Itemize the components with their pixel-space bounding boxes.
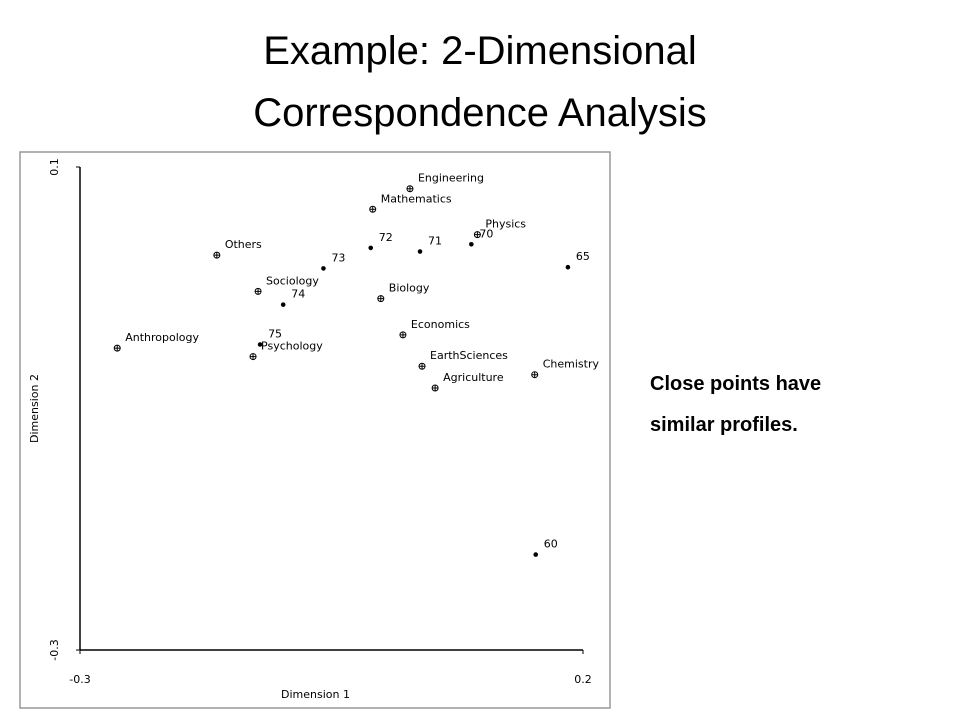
- point-label: 72: [379, 231, 393, 244]
- point-cross: [474, 231, 481, 238]
- point-label: 71: [428, 235, 442, 248]
- point: [533, 552, 539, 557]
- slide-title: Correspondence Analysis: [253, 91, 707, 135]
- point-label: Engineering: [418, 172, 484, 185]
- x-tick-label: 0.2: [574, 673, 592, 686]
- point: [280, 302, 286, 307]
- point: [254, 287, 262, 295]
- point-cross: [419, 363, 426, 370]
- point-label: Sociology: [266, 274, 319, 287]
- point: [565, 264, 571, 270]
- point-cross: [377, 295, 384, 302]
- note: Close points have: [650, 373, 821, 395]
- point-cross: [369, 206, 376, 213]
- y-tick-label: 0.1: [48, 158, 61, 176]
- point-label: Anthropology: [125, 331, 199, 344]
- x-tick-label: -0.3: [69, 673, 90, 686]
- point: [399, 331, 407, 339]
- point-label: Others: [225, 238, 262, 251]
- point: [417, 249, 423, 254]
- point: [213, 251, 221, 259]
- point-label: Economics: [411, 318, 470, 331]
- point-label: EarthSciences: [430, 349, 508, 362]
- note: similar profiles.: [650, 414, 798, 436]
- point: [431, 384, 439, 392]
- point: [257, 342, 263, 347]
- point: [113, 344, 121, 352]
- point-cross: [432, 384, 439, 391]
- chart-frame: [19, 151, 611, 709]
- point: [406, 185, 414, 193]
- y-tick-label: -0.3: [48, 639, 61, 660]
- point-label: Mathematics: [381, 192, 452, 205]
- point: [368, 245, 374, 251]
- point-label: 75: [268, 328, 282, 341]
- point-label: 65: [576, 250, 590, 263]
- point-label: Agriculture: [443, 371, 504, 384]
- point: [418, 362, 426, 370]
- point: [369, 205, 377, 213]
- point-label: Chemistry: [543, 358, 600, 371]
- point-label: Biology: [389, 282, 430, 295]
- point-cross: [250, 353, 257, 360]
- point: [469, 241, 474, 247]
- point-cross: [406, 185, 413, 192]
- point-cross: [114, 345, 121, 352]
- point-cross: [531, 371, 538, 378]
- y-axis-label: Dimension 2: [28, 374, 41, 443]
- slide-title: Example: 2-Dimensional: [263, 29, 697, 73]
- point: [249, 353, 257, 361]
- point-label: Psychology: [261, 340, 323, 353]
- point: [473, 231, 481, 239]
- point-cross: [213, 252, 220, 259]
- point-label: 73: [331, 251, 345, 264]
- point: [377, 295, 385, 303]
- point-cross: [255, 288, 262, 295]
- point: [531, 371, 539, 379]
- point-label: Physics: [485, 218, 526, 231]
- chart: -0.3 0.2 -0.3 0.1 Dimension 1 Dimension 2 Engi…: [28, 158, 599, 701]
- point-cross: [399, 331, 406, 338]
- x-axis-label: Dimension 1: [281, 688, 350, 701]
- point-label: 74: [291, 288, 305, 301]
- point: [321, 266, 326, 271]
- point-label: 70: [479, 227, 493, 240]
- point-label: 60: [544, 538, 558, 551]
